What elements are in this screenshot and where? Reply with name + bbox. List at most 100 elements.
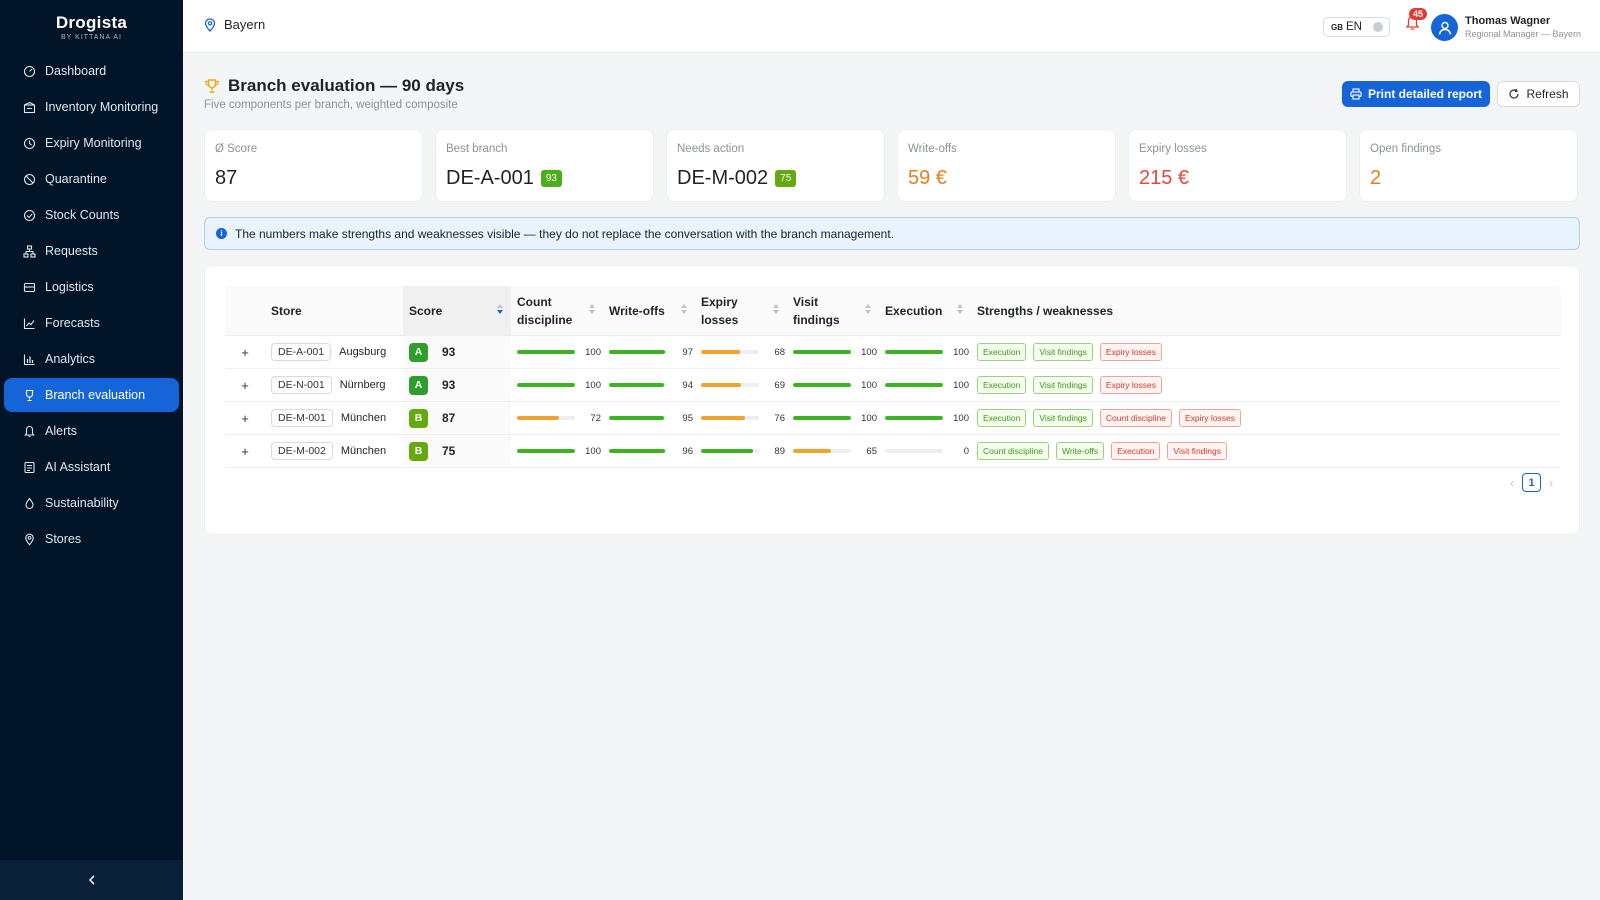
progress-track — [885, 449, 943, 453]
store-code[interactable]: DE-N-001 — [271, 376, 332, 394]
writeoffs-cell: 97 — [603, 336, 695, 368]
sidebar-item-quarantine[interactable]: Quarantine — [4, 162, 179, 196]
table-row[interactable]: + DE-M-001 München B 87 72 95 76 100 100 Execution… — [225, 402, 1561, 435]
top-header: Bayern GB EN 45 Thomas Wagner Regional M… — [183, 0, 1600, 53]
progress-track — [885, 383, 943, 387]
country-code: GB — [1331, 22, 1343, 32]
strength-tag: Visit findings — [1033, 376, 1093, 394]
kpi-value-text: 2 — [1370, 167, 1382, 189]
expand-row-button[interactable]: + — [241, 344, 249, 360]
collapse-sidebar-button[interactable] — [0, 860, 183, 900]
weakness-tag: Expiry losses — [1099, 376, 1162, 394]
store-code[interactable]: DE-M-001 — [271, 409, 333, 427]
sidebar-item-stores[interactable]: Stores — [4, 522, 179, 556]
sidebar-item-label: Branch evaluation — [45, 388, 146, 402]
kpi-best-branch: Best branch DE-A-001 93 — [435, 129, 654, 202]
progress-value: 100 — [953, 379, 969, 391]
info-icon: i — [216, 228, 227, 239]
line-chart-icon — [23, 318, 35, 329]
sort-icon — [589, 304, 595, 314]
column-write-offs[interactable]: Write-offs — [603, 286, 695, 335]
sidebar-item-stock-counts[interactable]: Stock Counts — [4, 198, 179, 232]
brand-name: Drogista — [55, 13, 128, 32]
column-visit-findings[interactable]: Visit findings — [787, 286, 879, 335]
sidebar-item-analytics[interactable]: Analytics — [4, 342, 179, 376]
kpi-expiry-losses: Expiry losses 215 € — [1128, 129, 1347, 202]
table-row[interactable]: + DE-M-002 München B 75 100 96 89 65 0 Count disci… — [225, 435, 1561, 468]
progress-value: 100 — [585, 379, 601, 391]
progress-track — [517, 416, 575, 420]
column-score[interactable]: Score — [403, 286, 511, 335]
user-name: Thomas Wagner — [1465, 15, 1551, 27]
progress-fill — [793, 416, 851, 420]
refresh-button[interactable]: Refresh — [1497, 81, 1580, 107]
page-1-button[interactable]: 1 — [1522, 473, 1541, 492]
kpi-value-text: DE-A-001 — [446, 167, 534, 189]
sidebar-item-alerts[interactable]: Alerts — [4, 414, 179, 448]
region-selector[interactable]: Bayern — [203, 17, 265, 32]
column-execution[interactable]: Execution — [879, 286, 971, 335]
visit-cell: 100 — [787, 402, 879, 434]
location-pin-icon — [204, 17, 216, 32]
store-city: Nürnberg — [339, 379, 386, 391]
clock-icon — [23, 137, 36, 149]
kpi-label: Open findings — [1370, 143, 1441, 155]
store-city: Augsburg — [339, 346, 387, 358]
column-count-discipline[interactable]: Count discipline — [511, 286, 603, 335]
strengths-weaknesses-cell: Execution Visit findings Expiry losses — [971, 336, 1561, 368]
table-row[interactable]: + DE-N-001 Nürnberg A 93 100 94 69 100 100 Executi… — [225, 369, 1561, 402]
language-selector[interactable]: GB EN — [1323, 17, 1390, 37]
sidebar-item-logistics[interactable]: Logistics — [4, 270, 179, 304]
progress-bar: 89 — [701, 446, 785, 457]
expand-row-button[interactable]: + — [241, 410, 249, 426]
sidebar-item-forecasts[interactable]: Forecasts — [4, 306, 179, 340]
score-value: 75 — [442, 444, 456, 458]
expand-column-header — [225, 286, 265, 335]
sidebar-item-requests[interactable]: Requests — [4, 234, 179, 268]
sidebar-item-dashboard[interactable]: Dashboard — [4, 54, 179, 88]
sidebar-item-label: Forecasts — [45, 316, 100, 330]
expand-row-button[interactable]: + — [241, 443, 249, 459]
column-strengths-weaknesses: Strengths / weaknesses — [971, 286, 1561, 335]
table-row[interactable]: + DE-A-001 Augsburg A 93 100 97 68 100 100 Executi… — [225, 336, 1561, 369]
progress-track — [793, 350, 851, 354]
progress-fill — [701, 416, 746, 420]
progress-bar: 72 — [517, 413, 601, 424]
progress-fill — [609, 416, 665, 420]
sidebar-item-inventory-monitoring[interactable]: Inventory Monitoring — [4, 90, 179, 124]
progress-fill — [517, 449, 575, 453]
sidebar-item-branch-evaluation[interactable]: Branch evaluation — [4, 378, 179, 412]
progress-value: 100 — [861, 412, 877, 424]
sidebar-item-ai-assistant[interactable]: AI Assistant — [4, 450, 179, 484]
prev-page-button[interactable]: ‹ — [1510, 475, 1514, 490]
sidebar-item-label: Quarantine — [45, 172, 107, 186]
brand-logo[interactable]: Drogista BY KITTANA AI — [0, 0, 183, 50]
branch-table-card: Store Score Count discipline Write-offs … — [204, 265, 1580, 535]
print-report-button[interactable]: Print detailed report — [1342, 81, 1490, 107]
store-code[interactable]: DE-A-001 — [271, 343, 332, 361]
sort-icon — [865, 304, 871, 314]
column-label: Expiry losses — [701, 294, 739, 327]
bell-icon — [24, 425, 35, 437]
progress-bar: 100 — [793, 413, 877, 424]
sidebar-item-sustainability[interactable]: Sustainability — [4, 486, 179, 520]
store-code[interactable]: DE-M-002 — [271, 442, 333, 460]
expiry-cell: 89 — [695, 435, 787, 467]
progress-bar: 100 — [885, 380, 969, 391]
expand-row-button[interactable]: + — [241, 377, 249, 393]
sort-icon — [957, 304, 963, 314]
sidebar-item-label: AI Assistant — [45, 460, 111, 474]
column-label: Write-offs — [609, 303, 665, 318]
kpi-value: 2 — [1370, 167, 1381, 190]
score-badge: 93 — [540, 170, 562, 187]
strength-tag: Execution — [977, 409, 1027, 427]
progress-bar: 100 — [517, 446, 601, 457]
info-banner: i The numbers make strengths and weaknes… — [204, 217, 1580, 250]
next-page-button[interactable]: › — [1549, 475, 1553, 490]
column-expiry-losses[interactable]: Expiry losses — [695, 286, 787, 335]
pagination: ‹ 1 › — [1510, 473, 1553, 492]
expiry-cell: 68 — [695, 336, 787, 368]
avatar[interactable] — [1431, 14, 1458, 41]
sidebar-item-expiry-monitoring[interactable]: Expiry Monitoring — [4, 126, 179, 160]
weakness-tag: Count discipline — [1099, 409, 1172, 427]
